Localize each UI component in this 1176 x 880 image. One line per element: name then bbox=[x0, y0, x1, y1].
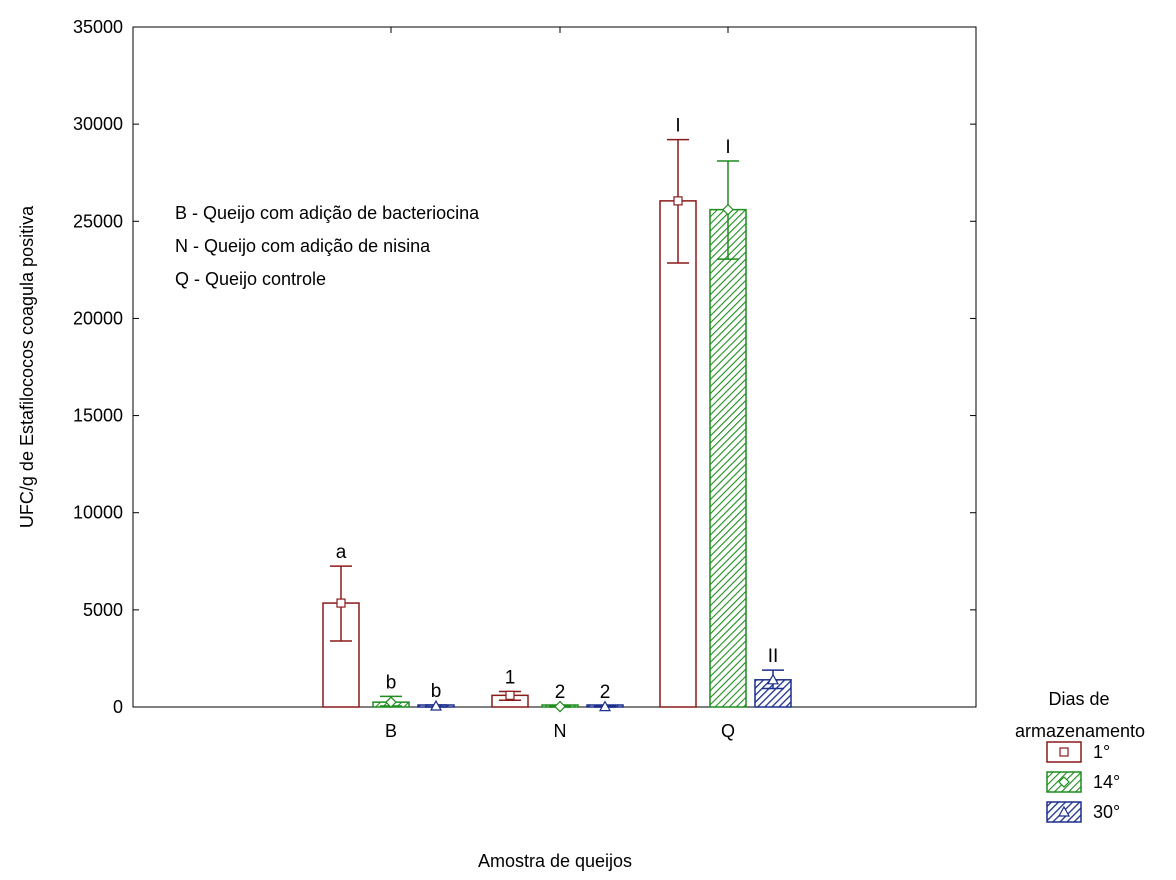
annotation-b: B - Queijo com adição de bacteriocina bbox=[175, 203, 480, 223]
annotation-q: Q - Queijo controle bbox=[175, 269, 326, 289]
group-letter-B-1: b bbox=[386, 672, 397, 693]
mean-marker-Q-0 bbox=[673, 196, 683, 206]
mean-marker-B-1 bbox=[385, 696, 397, 708]
mean-marker-Q-1 bbox=[722, 203, 734, 216]
legend-label-0: 1° bbox=[1093, 742, 1110, 762]
y-axis: 0 5000 10000 15000 20000 25000 30000 35000 bbox=[73, 17, 976, 717]
y-tick-label-6: 30000 bbox=[73, 114, 123, 134]
annotation-block: B - Queijo com adição de bacteriocina N … bbox=[175, 203, 480, 289]
y-tick-label-7: 35000 bbox=[73, 17, 123, 37]
group-letter-Q-0: I bbox=[675, 116, 680, 137]
legend: Dias de armazenamento 1° 14° 30° bbox=[1015, 689, 1145, 823]
group-letter-B-2: b bbox=[431, 681, 442, 702]
legend-title-line2: armazenamento bbox=[1015, 721, 1145, 741]
plot-frame bbox=[132, 26, 977, 708]
x-axis-label: Amostra de queijos bbox=[478, 851, 632, 871]
legend-marker-1 bbox=[1058, 776, 1070, 788]
mean-marker-B-2 bbox=[429, 699, 443, 711]
y-tick-label-0: 0 bbox=[113, 697, 123, 717]
legend-marker-2 bbox=[1057, 805, 1071, 817]
group-letter-N-2: 2 bbox=[600, 682, 611, 703]
group-letter-B-0: a bbox=[336, 542, 347, 563]
bar-Q-1 bbox=[709, 208, 747, 708]
y-tick-label-1: 5000 bbox=[83, 600, 123, 620]
x-tick-label-Q: Q bbox=[721, 721, 735, 741]
mean-marker-N-2 bbox=[598, 700, 612, 712]
legend-label-1: 14° bbox=[1093, 772, 1120, 792]
group-letter-N-1: 2 bbox=[555, 682, 566, 703]
y-tick-label-3: 15000 bbox=[73, 406, 123, 426]
legend-title-line1: Dias de bbox=[1048, 689, 1109, 709]
group-letter-Q-2: II bbox=[768, 646, 779, 667]
y-tick-label-2: 10000 bbox=[73, 503, 123, 523]
mean-marker-Q-2 bbox=[766, 673, 780, 685]
x-tick-label-N: N bbox=[554, 721, 567, 741]
y-tick-label-4: 20000 bbox=[73, 308, 123, 328]
bar-Q-0 bbox=[659, 200, 697, 708]
y-axis-label: UFC/g de Estafilococos coagula positiva bbox=[17, 205, 37, 528]
group-letter-Q-1: I bbox=[725, 137, 730, 158]
legend-marker-0 bbox=[1059, 747, 1069, 757]
mean-marker-N-1 bbox=[554, 700, 566, 713]
y-tick-label-5: 25000 bbox=[73, 211, 123, 231]
group-letter-N-0: 1 bbox=[505, 667, 516, 688]
mean-marker-N-0 bbox=[505, 690, 515, 700]
annotation-n: N - Queijo com adição de nisina bbox=[175, 236, 431, 256]
mean-marker-B-0 bbox=[336, 598, 346, 608]
x-tick-label-B: B bbox=[385, 721, 397, 741]
legend-label-2: 30° bbox=[1093, 802, 1120, 822]
